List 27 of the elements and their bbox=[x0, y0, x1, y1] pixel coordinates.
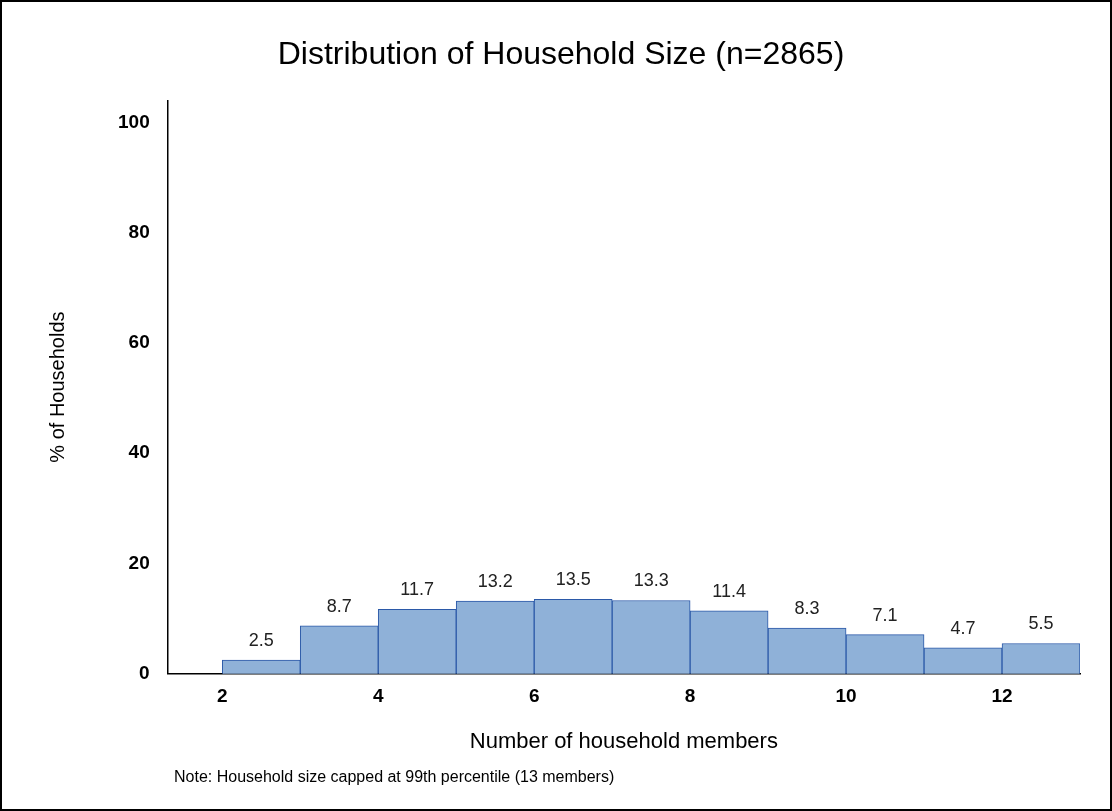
data-label: 8.7 bbox=[326, 595, 352, 616]
y-tick-label: 100 bbox=[118, 110, 150, 132]
data-label: 11.7 bbox=[400, 579, 435, 600]
data-label: 5.5 bbox=[1028, 613, 1054, 634]
y-tick-label: 80 bbox=[128, 220, 150, 242]
chart-title: Distribution of Household Size (n=2865) bbox=[277, 35, 845, 72]
data-label: 13.5 bbox=[555, 569, 591, 590]
data-label: 13.3 bbox=[633, 570, 669, 591]
text: Note: Household size capped at 99th percentile (13 members) bbox=[174, 768, 615, 785]
data-label: 13.2 bbox=[477, 570, 513, 591]
data-label: 4.7 bbox=[950, 617, 976, 638]
x-tick-label: 8 bbox=[684, 685, 696, 707]
x-tick-label: 12 bbox=[991, 685, 1013, 707]
x-tick-label: 6 bbox=[528, 685, 540, 707]
y-tick-label: 0 bbox=[139, 662, 150, 684]
x-tick-label: 2 bbox=[216, 685, 228, 707]
y-tick-label: 60 bbox=[128, 331, 150, 353]
data-label: 8.3 bbox=[794, 598, 820, 619]
y-tick-label: 40 bbox=[128, 441, 150, 463]
y-tick-label: 20 bbox=[128, 551, 150, 573]
x-tick-label: 10 bbox=[835, 685, 857, 707]
data-label: 11.4 bbox=[712, 580, 746, 601]
data-label: 7.1 bbox=[872, 604, 898, 625]
y-axis-title: % of Households bbox=[45, 311, 68, 463]
data-label: 2.5 bbox=[248, 629, 274, 650]
x-axis-title: Number of household members bbox=[469, 727, 778, 753]
x-tick-label: 4 bbox=[372, 685, 384, 707]
